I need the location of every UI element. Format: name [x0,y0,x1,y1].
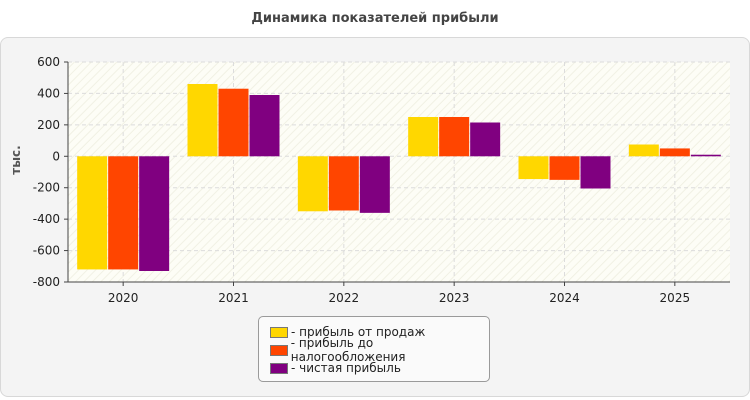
bar-series-2 [108,156,139,270]
chart-title: Динамика показателей прибыли [251,11,499,26]
legend-label: - прибыль до налогообложения [290,336,406,364]
y-tick-label: -600 [33,244,60,258]
bar-series-1 [77,156,108,270]
chart-legend: - прибыль от продаж - прибыль до налогооб… [258,316,490,382]
bar-series-1 [518,156,549,180]
legend-label: - чистая прибыль [291,361,401,375]
y-axis-label: тыс. [9,145,23,174]
y-tick-label: -200 [33,181,60,195]
bar-series-2 [549,156,580,180]
y-tick-label: 600 [37,55,60,69]
legend-swatch [270,326,288,338]
bar-series-3 [690,154,721,157]
y-tick-label: -800 [33,275,60,289]
bar-series-2 [218,88,249,157]
bar-series-2 [439,117,470,157]
plot-area [68,62,730,282]
legend-item: - чистая прибыль [270,359,489,377]
bar-series-1 [187,84,218,157]
bar-series-2 [659,148,690,157]
x-tick-label: 2021 [218,291,249,305]
bar-series-1 [297,156,328,212]
x-tick-label: 2020 [108,291,139,305]
bar-series-1 [408,117,439,157]
x-tick-label: 2025 [660,291,691,305]
y-tick-label: 0 [52,149,60,163]
legend-label: - прибыль от продаж [291,325,426,339]
legend-item: - прибыль от продаж [270,323,489,341]
axes: 600 400 200 0 -200 -400 -600 -800 2020 2021 2022 20… [33,55,730,305]
bar-series-3 [470,122,501,157]
legend-swatch [270,344,288,356]
bar-series-3 [359,156,390,213]
x-tick-label: 2023 [439,291,470,305]
y-tick-label: 400 [37,86,60,100]
bar-series-3 [139,156,170,271]
bar-series-3 [249,95,280,157]
bar-series-3 [580,156,611,189]
legend-swatch [270,362,288,374]
x-tick-label: 2022 [329,291,360,305]
bars [77,84,721,271]
bar-series-1 [628,144,659,157]
y-tick-label: -400 [33,212,60,226]
legend-item: - прибыль до налогообложения [270,336,489,364]
x-tick-label: 2024 [549,291,580,305]
bar-series-2 [328,156,359,211]
y-tick-label: 200 [37,118,60,132]
